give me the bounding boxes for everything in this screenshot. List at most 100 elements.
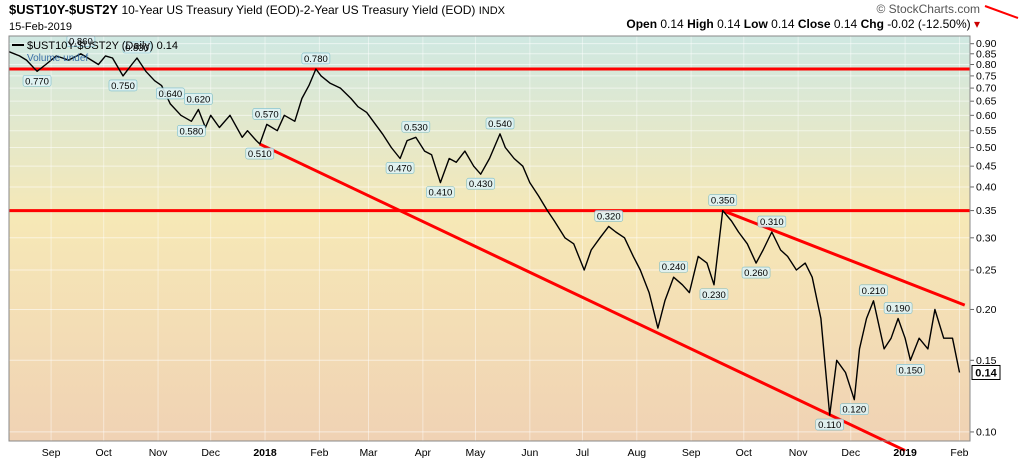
value-annotation: 0.750 (108, 79, 138, 92)
annotation-box (815, 418, 845, 431)
close-label: Close (797, 17, 831, 31)
value-annotation: 0.410 (426, 186, 455, 199)
value-annotation: 0.260 (741, 266, 771, 279)
value-annotation: 0.570 (252, 108, 282, 120)
chg-label: Chg (860, 17, 884, 31)
value-annotation: 0.210 (859, 284, 888, 297)
value-annotation: 0.120 (839, 403, 869, 416)
value-annotation: 0.530 (401, 120, 431, 133)
x-tick-label: Feb (310, 447, 328, 459)
y-tick-label: 0.60 (976, 110, 997, 122)
annotation-box (245, 147, 275, 160)
x-tick-label: Oct (736, 447, 752, 459)
series-line-group (9, 51, 961, 416)
low-label: Low (743, 17, 768, 31)
annotation-box (426, 186, 455, 198)
x-tick-label: Jun (521, 447, 538, 459)
chart-description: 10-Year US Treasury Yield (EOD)-2-Year U… (121, 3, 476, 17)
x-tick-label: Nov (789, 447, 808, 459)
annotation-label: 0.310 (760, 217, 784, 228)
annotation-box (896, 363, 925, 376)
y-tick-label: 0.30 (976, 232, 997, 244)
annotation-box (485, 117, 515, 130)
chart-date: 15-Feb-2019 (9, 21, 72, 33)
close-value: 0.14 (833, 17, 858, 31)
annotation-box (122, 41, 152, 54)
plot-frame (8, 35, 971, 442)
chart-header-right: © StockCharts.com Open 0.14 High 0.14 Lo… (626, 2, 980, 32)
y-tick-label: 0.10 (976, 426, 997, 438)
y-tick-label: 0.65 (976, 96, 997, 108)
legend-volume-label: Volume undef (27, 53, 88, 64)
x-tick-label: Sep (42, 447, 61, 459)
value-annotation: 0.470 (385, 162, 415, 174)
annotation-box (839, 403, 869, 416)
y-tick-label: 0.50 (976, 142, 997, 154)
value-annotation: 0.190 (883, 302, 913, 315)
plot-background (9, 36, 970, 441)
annotation-label: 0.110 (818, 420, 841, 431)
annotation-box (859, 284, 888, 297)
annotation-box (184, 93, 213, 105)
y-tick-label: 0.70 (976, 83, 997, 95)
y-tick-label: 0.90 (976, 38, 997, 50)
chart-header-left: $UST10Y-$UST2Y 10-Year US Treasury Yield… (9, 2, 505, 35)
annotation-box (401, 120, 431, 133)
last-value-tag: 0.14 (971, 364, 1001, 380)
annotation-label: 0.190 (886, 304, 910, 315)
annotation-label: 0.320 (597, 211, 621, 222)
value-annotation: 0.830 (122, 41, 152, 54)
annotation-box (883, 302, 913, 314)
annotation-label: 0.120 (842, 405, 866, 416)
annotation-label: 0.230 (702, 290, 726, 301)
gridlines (9, 36, 970, 441)
chart-exchange: INDX (478, 5, 505, 17)
y-tick-label: 0.35 (976, 205, 997, 217)
annotation-label: 0.750 (111, 81, 135, 92)
y-tick-label: 0.25 (976, 265, 997, 277)
y-tick-label: 0.75 (976, 70, 997, 82)
corner-red-mark (984, 5, 1019, 19)
x-axis: Sep Oct Nov Dec 2018 Feb Mar Apr May Jun Jul Aug Sep… (42, 447, 969, 459)
ohlc-open: Open 0.14 (626, 17, 687, 31)
x-tick-label: 2019 (893, 447, 917, 459)
y-tick-label: 0.45 (976, 161, 997, 173)
value-annotation: 0.780 (301, 52, 331, 65)
annotation-label: 0.430 (469, 179, 493, 190)
annotation-label: 0.510 (248, 149, 272, 160)
annotation-label: 0.830 (125, 43, 149, 54)
x-tick-label: May (466, 447, 487, 459)
low-value: 0.14 (771, 17, 795, 31)
y-tick-label: 0.85 (976, 48, 997, 60)
annotation-labels: 0.860 0.770 0.830 0.750 0.640 0.620 0.580 0.570… (22, 35, 925, 431)
annotation-box (385, 162, 415, 174)
annotation-box (301, 52, 331, 65)
y-tick-label: 0.55 (976, 125, 997, 137)
annotation-box (594, 210, 624, 222)
stockcharts-brand[interactable]: © StockCharts.com (876, 2, 980, 16)
annotation-box (708, 194, 738, 206)
annotation-box (177, 125, 206, 137)
value-annotation: 0.110 (815, 418, 845, 431)
annotation-label: 0.780 (304, 54, 328, 65)
annotation-box (22, 74, 52, 87)
annotation-box (699, 288, 729, 301)
high-label: High (687, 17, 714, 31)
value-annotation: 0.320 (594, 210, 624, 222)
annotation-box (108, 79, 138, 92)
x-tick-label: Jul (576, 447, 589, 459)
annotation-label: 0.530 (404, 122, 428, 133)
annotation-label: 0.580 (179, 126, 203, 137)
annotation-box (156, 87, 185, 100)
red-trendline (259, 142, 906, 452)
x-tick-label: Oct (96, 447, 112, 459)
annotation-box (757, 215, 787, 228)
annotation-label: 0.770 (25, 76, 49, 87)
y-tick-label: 0.80 (976, 59, 997, 71)
last-value-label: 0.14 (975, 367, 997, 379)
annotation-label: 0.260 (744, 268, 768, 279)
legend-series-label: $UST10Y-$UST2Y (Daily) 0.14 (27, 40, 178, 52)
annotation-label: 0.860 (69, 37, 93, 48)
annotation-label: 0.540 (488, 119, 512, 130)
